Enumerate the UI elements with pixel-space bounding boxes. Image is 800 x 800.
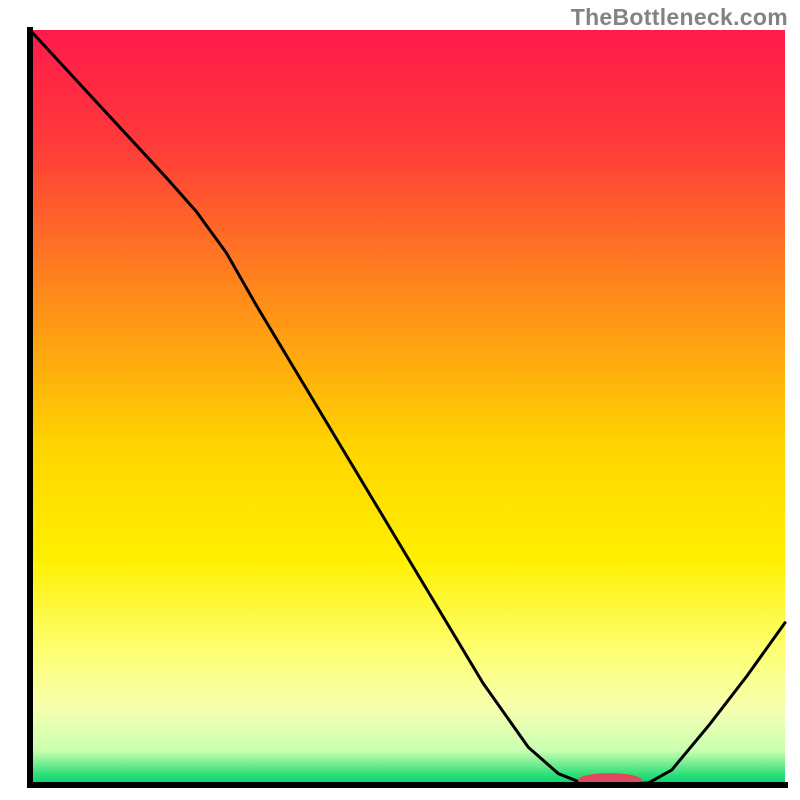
- watermark-text: TheBottleneck.com: [571, 4, 788, 31]
- plot-background: [30, 30, 785, 785]
- bottleneck-chart: [0, 0, 800, 800]
- chart-container: { "watermark": { "text": "TheBottleneck.…: [0, 0, 800, 800]
